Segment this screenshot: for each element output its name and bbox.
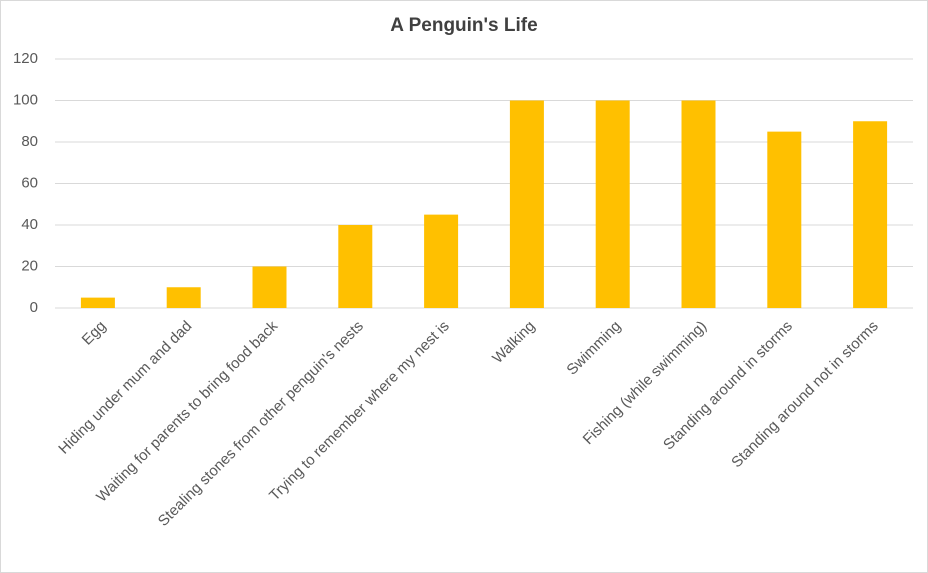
bar (595, 100, 630, 308)
bar (338, 225, 373, 308)
y-tick-label: 120 (13, 50, 38, 67)
bar (767, 131, 802, 308)
bar (166, 287, 201, 308)
chart-title: A Penguin's Life (390, 15, 537, 36)
bar (681, 100, 716, 308)
bar (80, 297, 115, 308)
bar (424, 214, 459, 308)
y-tick-label: 0 (30, 299, 38, 316)
bar (853, 121, 888, 308)
bar (509, 100, 544, 308)
y-tick-label: 20 (21, 257, 38, 274)
y-tick-label: 100 (13, 91, 38, 108)
y-tick-label: 40 (21, 216, 38, 233)
y-tick-label: 60 (21, 174, 38, 191)
y-tick-label: 80 (21, 133, 38, 150)
bar (252, 266, 287, 308)
